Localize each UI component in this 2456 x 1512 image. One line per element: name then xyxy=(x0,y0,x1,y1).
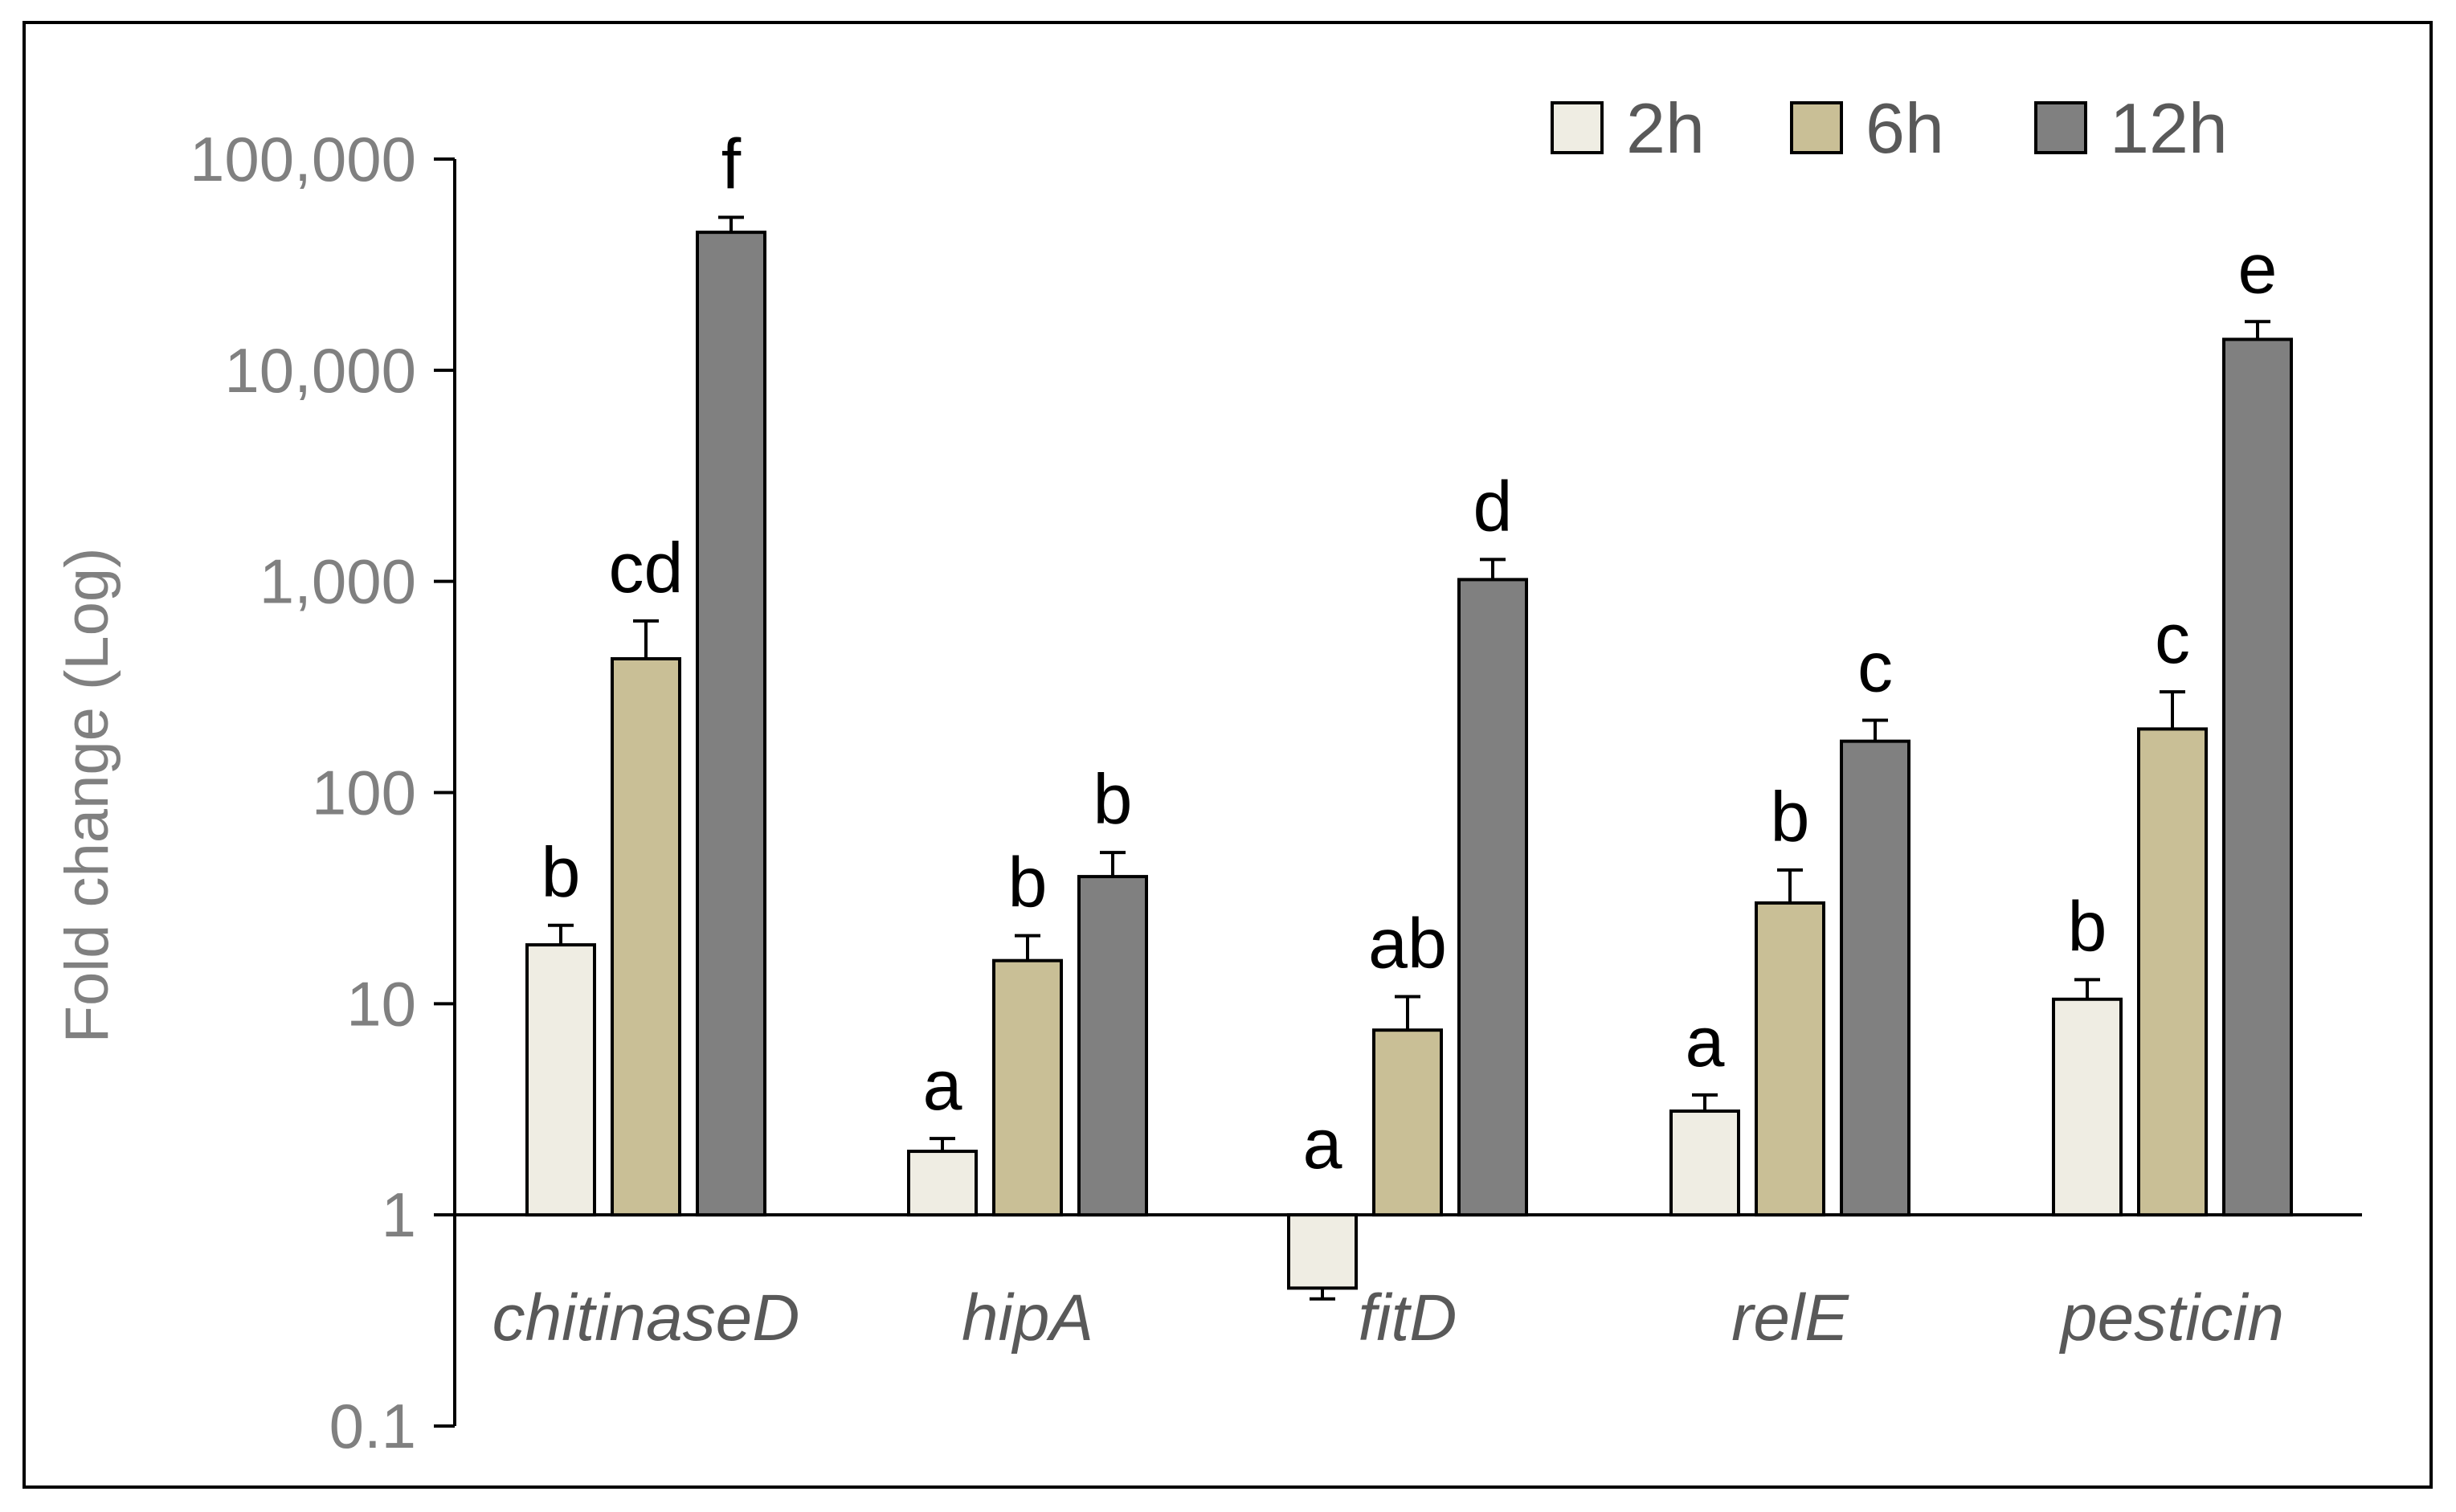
bar-pesticin-2h xyxy=(2052,997,2123,1217)
category-label: hipA xyxy=(962,1281,1093,1355)
significance-letter: a xyxy=(1303,1104,1342,1183)
significance-letter: b xyxy=(1093,759,1133,839)
legend-label-2h: 2h xyxy=(1626,88,1705,168)
bar-fitD-2h xyxy=(1287,1213,1358,1290)
bar-relE-6h xyxy=(1755,901,1825,1217)
category-label: fitD xyxy=(1359,1281,1457,1355)
legend-label-12h: 12h xyxy=(2110,88,2228,168)
bar-chitinaseD-6h xyxy=(611,657,681,1217)
y-tick-label: 0.1 xyxy=(329,1391,416,1461)
bar-relE-12h xyxy=(1840,739,1910,1217)
legend-label-6h: 6h xyxy=(1865,88,1944,168)
significance-letter: b xyxy=(2068,886,2107,966)
legend: 2h 6h 12h xyxy=(1551,88,2228,168)
chart-frame xyxy=(22,21,2433,1489)
bar-hipA-2h xyxy=(907,1150,978,1217)
significance-letter: c xyxy=(1857,627,1893,706)
labels: 0.1 1 10 100 1,000 10,000 100,000 Fold change (… xyxy=(53,124,2284,1461)
y-axis-title: Fold change (Log) xyxy=(53,548,121,1044)
bar-chitinaseD-12h xyxy=(696,231,766,1217)
category-label: pesticin xyxy=(2058,1281,2284,1355)
bar-pesticin-6h xyxy=(2137,727,2208,1217)
significance-letter: b xyxy=(541,832,581,912)
significance-letter: c xyxy=(2155,599,2190,678)
bar-hipA-12h xyxy=(1077,875,1148,1217)
y-tick-label: 100,000 xyxy=(190,124,416,194)
significance-letter: a xyxy=(1686,1002,1725,1081)
significance-letter: e xyxy=(2238,228,2278,308)
legend-swatch-12h xyxy=(2034,101,2087,154)
y-tick-label: 1 xyxy=(382,1179,416,1250)
y-tick-label: 10,000 xyxy=(224,335,416,406)
y-tick-label: 10 xyxy=(346,968,416,1039)
y-tick-label: 1,000 xyxy=(259,546,416,617)
significance-letter: d xyxy=(1473,466,1513,546)
significance-letter: cd xyxy=(609,528,684,607)
bars xyxy=(525,215,2293,1301)
category-label: chitinaseD xyxy=(492,1281,800,1355)
category-label: relE xyxy=(1731,1281,1849,1355)
bar-chitinaseD-2h xyxy=(525,943,596,1217)
significance-letter: a xyxy=(923,1045,962,1125)
y-tick-label: 100 xyxy=(312,758,416,828)
legend-swatch-6h xyxy=(1790,101,1843,154)
significance-letter: b xyxy=(1771,777,1810,856)
bar-hipA-6h xyxy=(992,958,1063,1217)
bar-fitD-12h xyxy=(1457,578,1528,1217)
bar-relE-2h xyxy=(1669,1109,1740,1217)
bar-pesticin-12h xyxy=(2222,337,2293,1217)
significance-letter: ab xyxy=(1368,904,1447,983)
bar-fitD-6h xyxy=(1372,1028,1443,1217)
significance-letter: b xyxy=(1008,843,1048,922)
legend-swatch-2h xyxy=(1551,101,1604,154)
significance-letter: f xyxy=(721,124,742,203)
